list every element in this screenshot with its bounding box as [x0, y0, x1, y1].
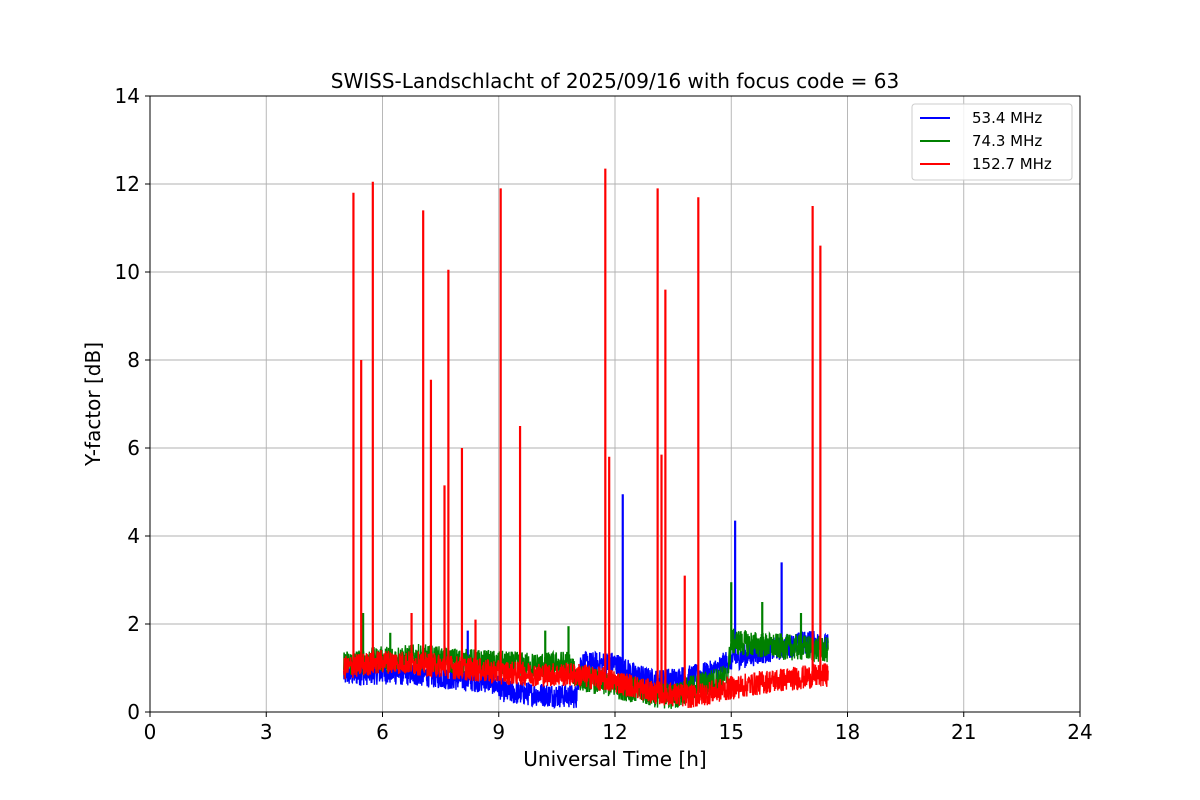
series-layer — [343, 168, 829, 710]
y-tick-label: 6 — [127, 436, 140, 460]
legend: 53.4 MHz 74.3 MHz 152.7 MHz — [911, 103, 1073, 181]
x-tick-label: 6 — [376, 720, 389, 744]
legend-entry: 74.3 MHz — [972, 132, 1042, 150]
x-tick-label: 9 — [492, 720, 505, 744]
y-tick-label: 8 — [127, 348, 140, 372]
x-tick-label: 18 — [835, 720, 860, 744]
series-line — [343, 649, 829, 709]
x-tick-label: 3 — [260, 720, 273, 744]
x-axis-label: Universal Time [h] — [523, 747, 706, 771]
y-tick-label: 14 — [115, 84, 140, 108]
y-tick-label: 12 — [115, 172, 140, 196]
x-tick-label: 0 — [144, 720, 157, 744]
legend-entry: 152.7 MHz — [972, 155, 1052, 173]
series-2 — [343, 168, 829, 709]
y-tick-label: 0 — [127, 700, 140, 724]
legend-entry: 53.4 MHz — [972, 109, 1042, 127]
y-axis-label: Y-factor [dB] — [81, 342, 105, 467]
y-tick-label: 10 — [115, 260, 140, 284]
x-tick-label: 12 — [602, 720, 627, 744]
x-tick-label: 21 — [951, 720, 976, 744]
x-tick-label: 15 — [719, 720, 744, 744]
legend-box — [911, 103, 1073, 181]
y-tick-label: 2 — [127, 612, 140, 636]
y-tick-label: 4 — [127, 524, 140, 548]
chart-title: SWISS-Landschlacht of 2025/09/16 with fo… — [331, 69, 899, 93]
x-tick-label: 24 — [1067, 720, 1092, 744]
